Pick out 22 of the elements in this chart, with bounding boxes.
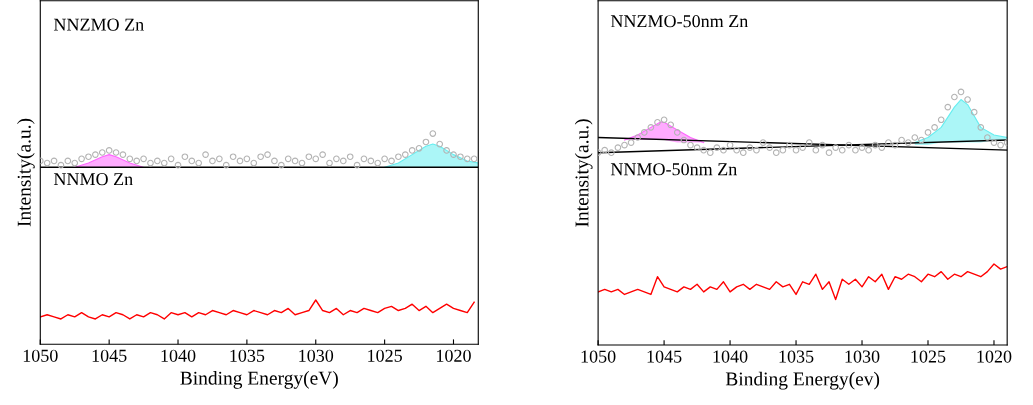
x-tick-label: 1050 [581,350,616,363]
text: NNZMO Zn [53,18,144,31]
x-tick-label: 1020 [437,349,471,362]
x-tick-label: 1035 [779,350,814,363]
x-tick-label: 1040 [161,349,196,362]
x-tick-label: 1020 [977,350,1012,363]
annotation: NNMO-50nm Zn [610,163,737,176]
x-tick-label: 1045 [92,349,127,362]
x-tick-label: 1050 [23,349,58,362]
y-axis-title: Intensity(a.u.) [574,119,593,227]
x-tick-label: 1030 [299,349,334,362]
x-tick-label: 1045 [647,350,682,363]
x-axis-title: Binding Energy(ev) [725,371,880,390]
x-axis-title: Binding Energy(eV) [180,371,338,389]
annotation: NNMO Zn [53,173,133,186]
x-tick-label: 1030 [845,350,880,363]
x-tick-label: 1025 [368,349,402,362]
text: NNZMO-50nm Zn [610,15,749,28]
x-tick-label: 1035 [230,349,265,362]
y-axis-title: Intensity(a.u.) [17,118,35,227]
x-tick-label: 1025 [911,350,946,363]
x-tick-label: 1040 [713,350,748,363]
